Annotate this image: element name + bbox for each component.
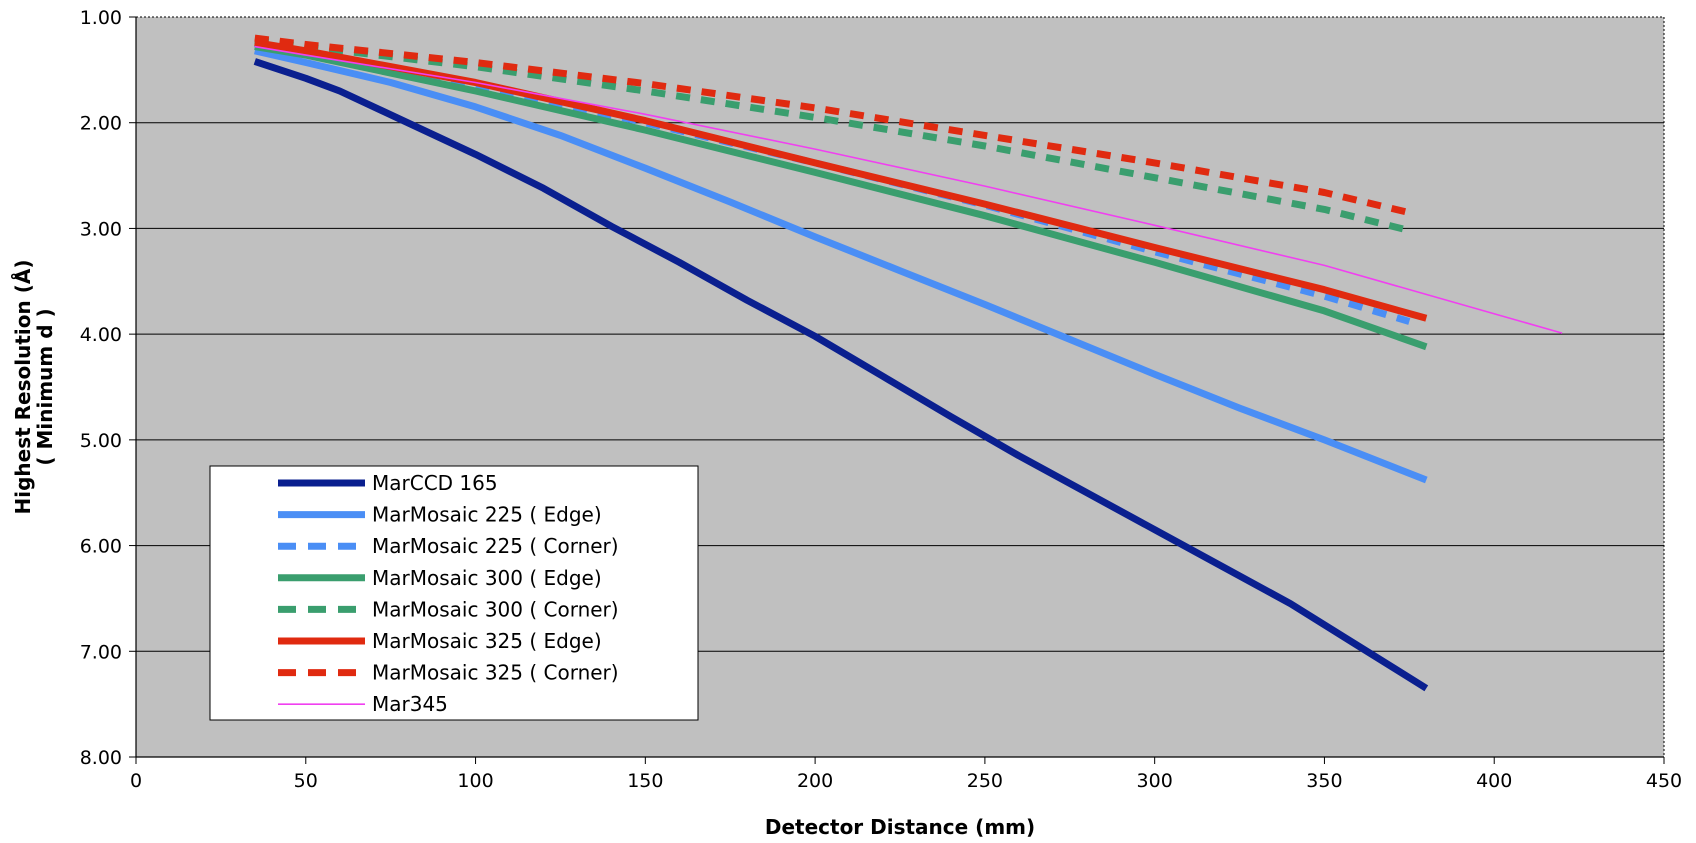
series-line [253,58,1429,692]
x-tick-label: 350 [1306,770,1342,792]
x-tick-label: 300 [1137,770,1173,792]
legend-label: MarMosaic 325 ( Corner) [372,661,619,685]
legend-label: MarMosaic 300 ( Edge) [372,566,602,590]
y-tick-label: 8.00 [80,747,122,769]
legend-box [209,465,699,721]
legend-label: MarMosaic 225 ( Edge) [372,503,602,527]
y-tick-label: 1.00 [80,7,122,29]
series-line [254,34,1411,217]
series-lines [253,34,1563,692]
x-tick-label: 250 [967,770,1003,792]
axes: 1.00 2.00 3.00 4.00 5.00 6.00 7.00 8.00 0 50 100 15… [80,7,1682,792]
x-tick-label: 50 [294,770,318,792]
x-tick-label: 0 [130,770,142,792]
y-axis-title: Highest Resolution (Å) [11,260,35,515]
legend: MarCCD 165 MarMosaic 225 ( Edge) MarMosaic… [209,465,699,721]
legend-label: Mar345 [372,692,448,716]
x-tick-label: 200 [797,770,833,792]
series-line [254,47,1428,484]
x-tick-label: 100 [457,770,493,792]
y-axis-subtitle: ( Minimum d ) [33,308,57,465]
y-tick-label: 6.00 [80,536,122,558]
y-tick-label: 5.00 [80,430,122,452]
legend-label: MarMosaic 325 ( Edge) [372,629,602,653]
y-tick-label: 4.00 [80,324,122,346]
series-line [254,43,1428,351]
x-axis-title: Detector Distance (mm) [765,815,1035,839]
series-line [254,38,1428,322]
y-tick-label: 2.00 [80,113,122,135]
y-tick-label: 3.00 [80,218,122,240]
x-tick-label: 450 [1646,770,1682,792]
legend-label: MarMosaic 300 ( Corner) [372,597,619,621]
x-tick-label: 150 [627,770,663,792]
legend-label: MarMosaic 225 ( Corner) [372,534,619,558]
y-tick-label: 7.00 [80,641,122,663]
x-tick-label: 400 [1476,770,1512,792]
legend-label: MarCCD 165 [372,471,498,495]
series-line [254,45,1563,334]
